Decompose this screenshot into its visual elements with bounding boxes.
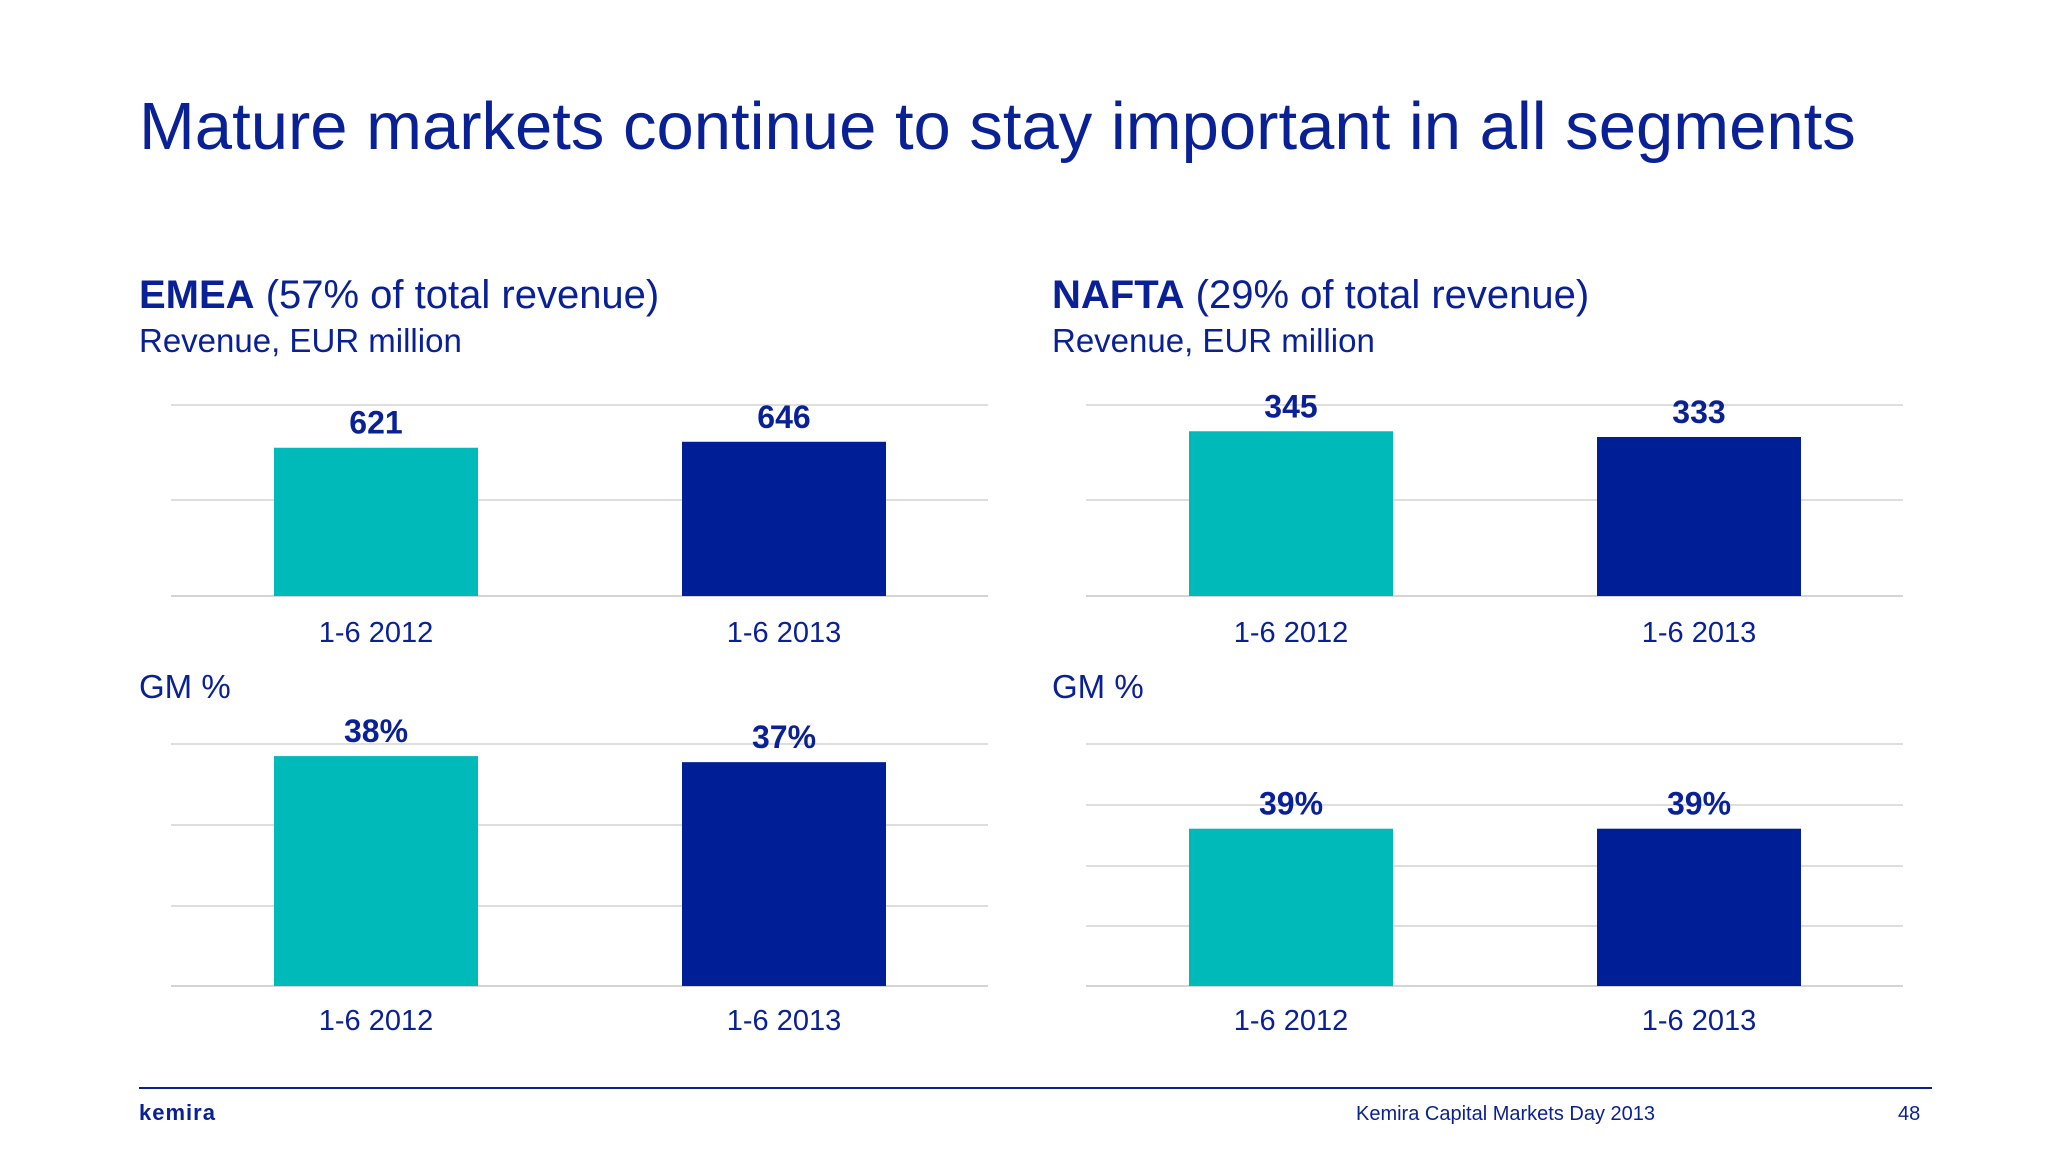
data-label: 345 <box>1264 388 1317 424</box>
emea-region-name: EMEA <box>139 273 255 317</box>
bar-1-6-2012 <box>274 447 478 596</box>
bar-1-6-2012 <box>1189 828 1393 986</box>
nafta-header: NAFTA (29% of total revenue) Revenue, EU… <box>1052 271 1589 361</box>
slide-title: Mature markets continue to stay importan… <box>139 89 1856 164</box>
emea-title: EMEA (57% of total revenue) <box>139 271 659 319</box>
nafta-gm-chart: 39% 1-6 2012 39% 1-6 2013 <box>1086 743 1903 1037</box>
category-label: 1-6 2013 <box>727 617 842 649</box>
emea-gm-chart: 38% 1-6 2012 37% 1-6 2013 <box>171 713 988 1037</box>
data-label: 38% <box>344 713 408 749</box>
category-label: 1-6 2013 <box>727 1005 842 1037</box>
data-label: 621 <box>349 405 402 441</box>
category-label: 1-6 2012 <box>319 617 434 649</box>
emea-subtitle: Revenue, EUR million <box>139 322 462 359</box>
nafta-revenue-chart: 345 1-6 2012 333 1-6 2013 <box>1086 388 1903 649</box>
emea-header: EMEA (57% of total revenue) Revenue, EUR… <box>139 271 659 361</box>
bar-1-6-2013 <box>1597 828 1801 986</box>
nafta-region-name: NAFTA <box>1052 273 1185 317</box>
kemira-logo: kemira <box>139 1100 216 1125</box>
bar-1-6-2013 <box>682 762 886 986</box>
category-label: 1-6 2013 <box>1642 1005 1757 1037</box>
category-label: 1-6 2012 <box>319 1005 434 1037</box>
data-label: 646 <box>757 399 810 435</box>
nafta-gm-label: GM % <box>1052 668 1144 705</box>
emea-share: (57% of total revenue) <box>254 273 660 317</box>
emea-gm-label: GM % <box>139 668 231 705</box>
data-label: 333 <box>1672 394 1725 430</box>
nafta-share: (29% of total revenue) <box>1184 273 1590 317</box>
bar-1-6-2013 <box>1597 436 1801 596</box>
bar-1-6-2013 <box>682 441 886 596</box>
nafta-subtitle: Revenue, EUR million <box>1052 322 1375 359</box>
category-label: 1-6 2012 <box>1234 1005 1349 1037</box>
data-label: 39% <box>1667 786 1731 822</box>
bar-1-6-2012 <box>274 756 478 986</box>
bar-1-6-2012 <box>1189 431 1393 596</box>
emea-revenue-chart: 621 1-6 2012 646 1-6 2013 <box>171 399 988 649</box>
category-label: 1-6 2013 <box>1642 617 1757 649</box>
category-label: 1-6 2012 <box>1234 617 1349 649</box>
data-label: 39% <box>1259 786 1323 822</box>
page-number: 48 <box>1898 1103 1921 1125</box>
nafta-title: NAFTA (29% of total revenue) <box>1052 271 1589 319</box>
data-label: 37% <box>752 719 816 755</box>
footer-caption: Kemira Capital Markets Day 2013 <box>1355 1103 1655 1125</box>
footer-divider <box>139 1087 1932 1089</box>
